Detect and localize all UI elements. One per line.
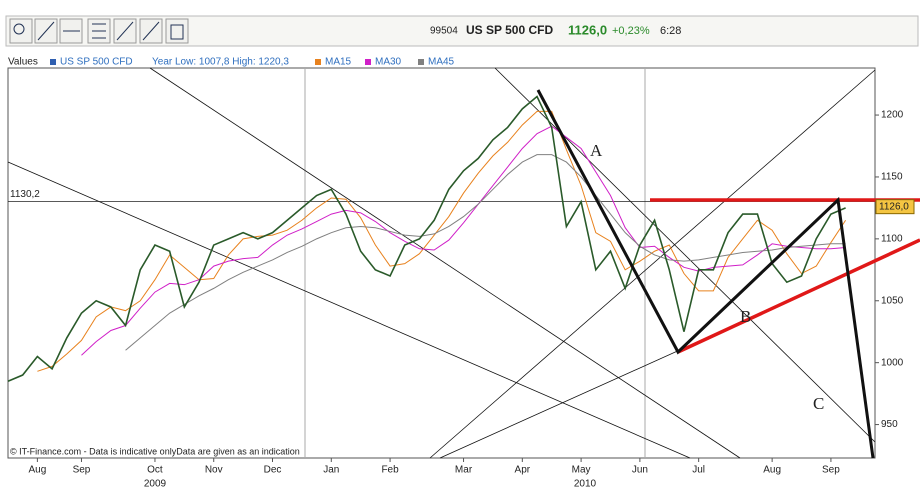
toolbar-buttons[interactable] xyxy=(9,18,189,44)
y-tick-label: 1200 xyxy=(881,110,904,121)
x-tick-label: Sep xyxy=(73,465,91,476)
header-price: 1126,0 xyxy=(568,22,607,37)
series-line xyxy=(125,154,846,351)
x-tick-label: Jan xyxy=(323,465,339,476)
x-tick-label: May xyxy=(572,465,591,476)
x-tick-label: Jun xyxy=(632,465,648,476)
x-tick-label: Apr xyxy=(515,465,531,476)
x-tick-label: Oct xyxy=(147,465,163,476)
support-line xyxy=(677,238,920,354)
x-tick-label: Dec xyxy=(264,465,282,476)
red-lines xyxy=(650,198,920,354)
reference-label: 1130,2 xyxy=(10,189,40,200)
x-tick-label: Jul xyxy=(692,465,705,476)
legend-swatch xyxy=(315,59,321,65)
icon xyxy=(37,21,55,41)
x-tick-label: Sep xyxy=(822,465,840,476)
legend-label: MA45 xyxy=(428,57,455,68)
y-tick-label: 1100 xyxy=(881,233,903,244)
trend-line xyxy=(429,69,876,459)
x-tick-label: Nov xyxy=(205,465,223,476)
series-line xyxy=(37,110,847,372)
footer: © IT-Finance.com - Data is indicative on… xyxy=(10,446,300,456)
annotation: C xyxy=(813,394,824,413)
header-time: 6:28 xyxy=(660,25,681,37)
y-tick-label: 950 xyxy=(881,419,898,430)
y-tick-label: 1150 xyxy=(881,172,903,183)
plot-frame xyxy=(7,67,876,459)
x-tick-label: Feb xyxy=(381,465,399,476)
header-code: 99504 xyxy=(430,26,458,37)
legend-label: US SP 500 CFD xyxy=(60,57,133,68)
year-range: Year Low: 1007,8 High: 1220,3 xyxy=(152,57,289,68)
series-line xyxy=(7,95,846,382)
icon xyxy=(116,21,134,41)
legend-label: MA30 xyxy=(375,57,402,68)
year-label: 2009 xyxy=(144,479,167,490)
series-layer xyxy=(7,95,875,382)
header-change: +0,23% xyxy=(612,25,650,37)
icon xyxy=(170,24,184,40)
trend-line xyxy=(7,161,691,459)
trend-line xyxy=(149,67,741,459)
legend-swatch xyxy=(365,59,371,65)
last-price-box xyxy=(875,199,915,215)
legend-label: MA15 xyxy=(325,57,352,68)
header-name: US SP 500 CFD xyxy=(466,23,553,37)
annotation: B xyxy=(740,307,751,326)
annotation: A xyxy=(590,141,603,160)
trend-lines xyxy=(7,67,876,459)
x-tick-label: Mar xyxy=(455,465,473,476)
year-label: 2010 xyxy=(574,479,597,490)
y-tick-label: 1000 xyxy=(881,357,904,368)
y-tick-label: 1050 xyxy=(881,295,904,306)
abc-wave xyxy=(536,89,875,459)
x-tick-label: Aug xyxy=(763,465,781,476)
zoom-button[interactable] xyxy=(9,18,33,44)
series-line xyxy=(81,125,846,356)
icon xyxy=(13,23,25,35)
last-price-label: 1126,0 xyxy=(879,201,909,212)
legend-swatch xyxy=(50,59,56,65)
x-tick-label: Aug xyxy=(28,465,46,476)
legend-title: Values xyxy=(8,57,38,68)
icon xyxy=(142,21,160,41)
legend-swatch xyxy=(418,59,424,65)
